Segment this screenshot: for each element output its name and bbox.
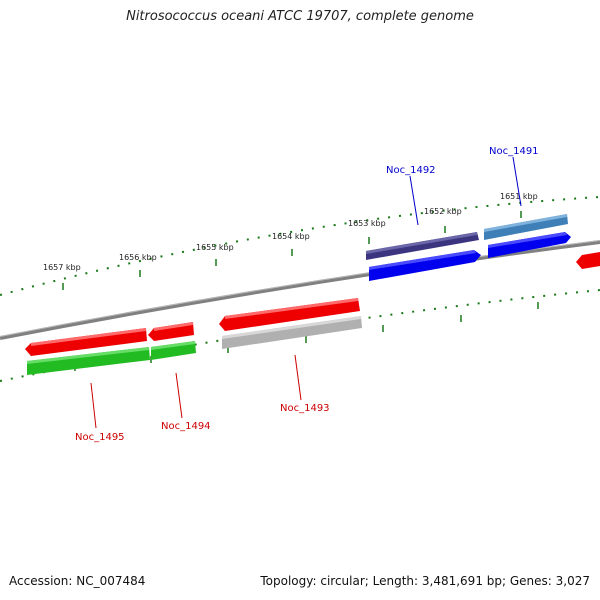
leader-noc-1491: [512, 156, 522, 207]
gene-noc-1495: [25, 328, 147, 356]
label-noc-1494: Noc_1494: [161, 421, 211, 432]
scale-label-1657: 1657 kbp: [43, 263, 81, 272]
genome-summary-text: Topology: circular; Length: 3,481,691 bp…: [260, 574, 590, 588]
cds-noc-1493: [222, 316, 362, 349]
accession-text: Accession: NC_007484: [9, 574, 146, 588]
label-noc-1495: Noc_1495: [75, 432, 125, 443]
gene-noc-1493: [219, 298, 360, 331]
gene-partial-right: [576, 252, 600, 269]
gene-noc-1494: [148, 322, 194, 341]
scale-label-1654: 1654 kbp: [272, 232, 310, 241]
scale-label-1653: 1653 kbp: [348, 219, 386, 228]
leader-noc-1492: [409, 175, 419, 226]
scale-label-1652: 1652 kbp: [424, 207, 462, 216]
scale-label-1656: 1656 kbp: [119, 253, 157, 262]
scale-label-1651: 1651 kbp: [500, 192, 538, 201]
leader-noc-1493: [294, 354, 302, 401]
label-noc-1491: Noc_1491: [489, 146, 539, 157]
label-noc-1493: Noc_1493: [280, 403, 330, 414]
gene-noc-1492: [369, 250, 481, 281]
cds-noc-1495: [27, 347, 150, 375]
map-title: Nitrosococcus oceani ATCC 19707, complet…: [126, 9, 474, 24]
gene-noc-1491: [488, 232, 571, 258]
genome-backbone: [0, 240, 600, 340]
leader-noc-1494: [175, 372, 183, 419]
outer-major-ticks: [62, 211, 522, 290]
label-noc-1492: Noc_1492: [386, 165, 436, 176]
leader-noc-1495: [90, 382, 97, 429]
scale-label-1655: 1655 kbp: [196, 243, 234, 252]
